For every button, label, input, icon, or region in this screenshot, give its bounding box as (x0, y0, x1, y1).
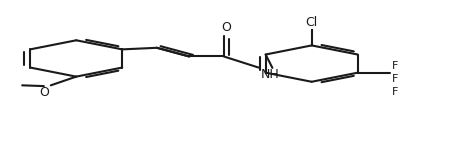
Text: O: O (221, 21, 231, 34)
Text: F: F (391, 87, 398, 97)
Text: O: O (40, 86, 49, 99)
Text: Cl: Cl (305, 16, 318, 29)
Text: F: F (391, 74, 398, 84)
Text: F: F (391, 61, 398, 71)
Text: NH: NH (261, 68, 280, 81)
